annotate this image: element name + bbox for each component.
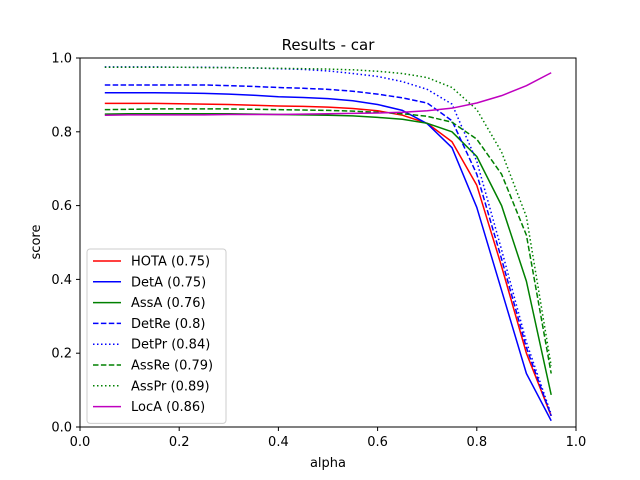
y-tick-label: 1.0 xyxy=(51,52,72,67)
legend-label-7: LocA (0.86) xyxy=(131,400,205,415)
y-tick-label: 0.8 xyxy=(51,125,72,140)
y-tick-label: 0.2 xyxy=(51,347,72,362)
y-tick-label: 0.0 xyxy=(51,421,72,436)
legend-label-5: AssRe (0.79) xyxy=(131,359,213,374)
legend-label-3: DetRe (0.8) xyxy=(131,317,206,332)
x-tick-label: 0.6 xyxy=(367,435,388,450)
y-tick-label: 0.4 xyxy=(51,273,72,288)
series-line-3 xyxy=(104,84,552,417)
legend-frame xyxy=(86,248,227,424)
legend-label-6: AssPr (0.89) xyxy=(131,379,210,394)
legend-label-4: DetPr (0.84) xyxy=(131,338,210,353)
x-axis-label: alpha xyxy=(310,456,346,471)
chart-title: Results - car xyxy=(282,36,376,54)
series-line-5 xyxy=(104,108,552,374)
legend: HOTA (0.75) DetA (0.75) AssA (0.76) DetRe (… xyxy=(86,248,227,424)
x-tick-label: 0.8 xyxy=(466,435,487,450)
x-tick-label: 0.4 xyxy=(268,435,289,450)
legend-label-2: AssA (0.76) xyxy=(131,296,206,311)
series-line-0 xyxy=(104,102,552,417)
y-axis: 0.0 0.2 0.4 0.6 0.8 1.0 xyxy=(51,52,80,436)
y-tick-label: 0.6 xyxy=(51,199,72,214)
series-lines xyxy=(104,66,552,422)
legend-label-0: HOTA (0.75) xyxy=(131,255,210,270)
x-axis: 0.0 0.2 0.4 0.6 0.8 1.0 xyxy=(70,427,587,450)
series-line-7 xyxy=(104,72,552,116)
series-line-1 xyxy=(104,91,552,422)
legend-label-1: DetA (0.75) xyxy=(131,275,206,290)
y-axis-label: score xyxy=(29,225,44,260)
series-line-2 xyxy=(104,112,552,396)
plot-frame xyxy=(79,57,577,428)
x-tick-label: 0.0 xyxy=(70,435,91,450)
x-tick-label: 0.2 xyxy=(169,435,190,450)
x-tick-label: 1.0 xyxy=(566,435,587,450)
